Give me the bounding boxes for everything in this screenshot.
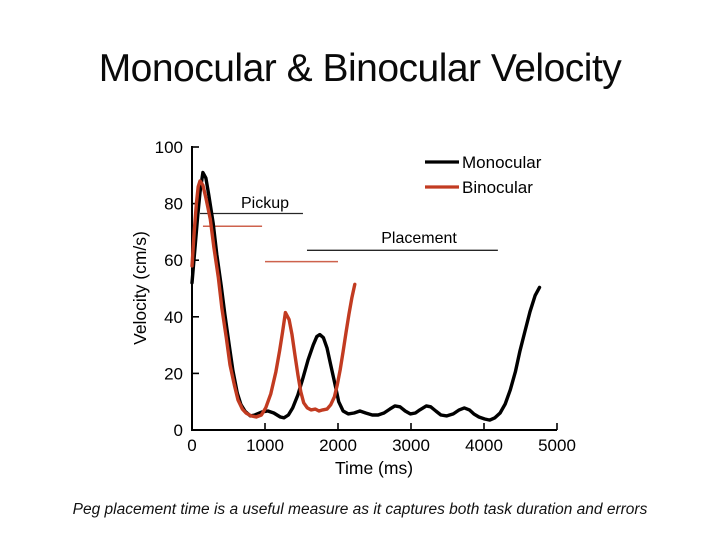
x-tick-label: 2000 — [319, 436, 357, 455]
monocular-legend-label: Monocular — [462, 153, 542, 172]
x-tick-label: 0 — [187, 436, 196, 455]
pickup-annotation-label: Pickup — [241, 195, 289, 212]
x-tick-label: 5000 — [538, 436, 576, 455]
x-tick-label: 3000 — [392, 436, 430, 455]
y-tick-label: 80 — [164, 195, 183, 214]
axis-ticks: 0 1000 2000 3000 4000 5000 0 20 40 60 80 100 — [155, 138, 576, 455]
x-tick-label: 4000 — [465, 436, 503, 455]
slide-title: Monocular & Binocular Velocity — [98, 47, 622, 90]
y-tick-label: 60 — [164, 251, 183, 270]
y-axis-label: Velocity (cm/s) — [130, 231, 150, 345]
slide-caption: Peg placement time is a useful measure a… — [72, 501, 648, 518]
legend: Monocular Binocular — [425, 153, 542, 197]
binocular-legend-label: Binocular — [462, 178, 533, 197]
annotation-lines — [200, 212, 498, 263]
x-tick-label: 1000 — [246, 436, 284, 455]
placement-annotation-label: Placement — [381, 230, 457, 247]
series-curves — [190, 170, 542, 422]
binocular-curve — [190, 179, 357, 419]
y-tick-label: 20 — [164, 364, 183, 383]
y-tick-label: 40 — [164, 308, 183, 327]
y-tick-label: 0 — [174, 421, 183, 440]
y-tick-label: 100 — [155, 138, 183, 157]
x-axis-label: Time (ms) — [335, 458, 413, 478]
